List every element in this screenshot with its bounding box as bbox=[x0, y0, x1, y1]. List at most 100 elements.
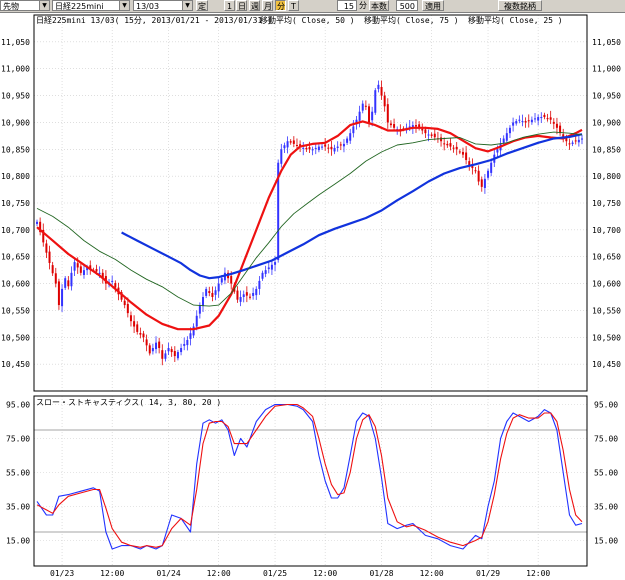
candle-body bbox=[242, 294, 245, 297]
stoch-tick-label-left: 95.00 bbox=[6, 401, 30, 410]
candle-body bbox=[543, 114, 546, 118]
candle-body bbox=[380, 86, 383, 96]
y-tick-label-left: 10,800 bbox=[1, 172, 30, 181]
candle-body bbox=[299, 144, 302, 147]
ma25-legend: 移動平均( Close, 25 ) bbox=[468, 15, 563, 25]
interval-input[interactable]: 15 bbox=[337, 0, 357, 11]
x-tick-label: 01/23 bbox=[50, 569, 74, 578]
y-tick-label-left: 11,000 bbox=[1, 65, 30, 74]
candle-body bbox=[552, 121, 555, 124]
stoch-plot-frame bbox=[33, 395, 588, 567]
candle-body bbox=[86, 267, 89, 271]
candle-body bbox=[418, 124, 421, 128]
main-chart-title: 日経225mini 13/03( 15分, 2013/01/21 - 2013/… bbox=[36, 15, 272, 25]
candle-body bbox=[98, 272, 101, 274]
count-label-button[interactable]: 本数 bbox=[369, 0, 389, 11]
toolbar: 先物 ▼ 日経225mini ▼ 13/03 ▼ 定 1 日 週 月 分 T 15 分… bbox=[0, 0, 625, 13]
candle-body bbox=[515, 121, 518, 124]
period-button-tick[interactable]: T bbox=[288, 0, 299, 11]
fixed-button[interactable]: 定 bbox=[196, 0, 208, 11]
y-tick-label-right: 10,650 bbox=[592, 253, 621, 262]
main-gridlines bbox=[34, 15, 587, 391]
candle-body bbox=[295, 144, 298, 146]
candle-body bbox=[45, 243, 48, 253]
candle-body bbox=[324, 144, 327, 147]
candle-body bbox=[280, 149, 283, 164]
x-tick-label: 01/28 bbox=[370, 569, 394, 578]
candle-body bbox=[217, 283, 220, 292]
y-tick-label-right: 10,700 bbox=[592, 226, 621, 235]
y-tick-label-left: 11,050 bbox=[1, 38, 30, 47]
y-tick-label-right: 10,950 bbox=[592, 92, 621, 101]
period-button-week[interactable]: 週 bbox=[249, 0, 260, 11]
y-tick-label-right: 10,500 bbox=[592, 333, 621, 342]
stoch-line-pct-D bbox=[36, 403, 583, 548]
period-button-day[interactable]: 日 bbox=[236, 0, 247, 11]
y-tick-label-left: 10,700 bbox=[1, 226, 30, 235]
stoch-tick-label-left: 75.00 bbox=[6, 435, 30, 444]
ma50-legend: 移動平均( Close, 50 ) bbox=[260, 15, 355, 25]
y-tick-label-right: 10,450 bbox=[592, 360, 621, 369]
candle-body bbox=[540, 117, 543, 119]
candle-body bbox=[330, 146, 333, 150]
candle-body bbox=[61, 288, 64, 307]
candle-body bbox=[123, 300, 126, 306]
y-tick-label-right: 11,050 bbox=[592, 38, 621, 47]
candle-body bbox=[220, 278, 223, 283]
candle-body bbox=[54, 273, 57, 284]
chevron-down-icon: ▼ bbox=[119, 1, 129, 10]
y-tick-label-right: 10,800 bbox=[592, 172, 621, 181]
y-tick-label-right: 11,000 bbox=[592, 65, 621, 74]
candle-body bbox=[333, 147, 336, 152]
symbol-select[interactable]: 日経225mini ▼ bbox=[52, 0, 130, 11]
candle-body bbox=[258, 280, 261, 289]
candle-body bbox=[173, 350, 176, 357]
candle-body bbox=[270, 264, 273, 270]
period-button-month[interactable]: 月 bbox=[262, 0, 273, 11]
candle-body bbox=[142, 333, 145, 338]
candle-body bbox=[518, 119, 521, 121]
count-input[interactable]: 500 bbox=[396, 0, 418, 11]
market-select[interactable]: 先物 ▼ bbox=[0, 0, 50, 11]
period-button-minute[interactable]: 分 bbox=[275, 0, 286, 11]
candle-body bbox=[524, 121, 527, 123]
contract-select[interactable]: 13/03 ▼ bbox=[133, 0, 193, 11]
candle-body bbox=[308, 147, 311, 150]
y-tick-label-left: 10,450 bbox=[1, 360, 30, 369]
candle-body bbox=[305, 147, 308, 150]
candle-body bbox=[512, 122, 515, 126]
candle-body bbox=[239, 297, 242, 302]
candle-body bbox=[530, 119, 533, 123]
candle-body bbox=[170, 349, 173, 353]
candle-body bbox=[264, 270, 267, 274]
candle-body bbox=[67, 280, 70, 287]
stoch-tick-label-right: 75.00 bbox=[594, 435, 618, 444]
period-button-1[interactable]: 1 bbox=[224, 0, 235, 11]
candle-body bbox=[537, 117, 540, 121]
candle-body bbox=[458, 151, 461, 153]
candle-body bbox=[214, 290, 217, 295]
candle-body bbox=[164, 353, 167, 359]
candle-body bbox=[421, 128, 424, 131]
candle-body bbox=[383, 95, 386, 107]
y-tick-label-right: 10,600 bbox=[592, 280, 621, 289]
y-tick-label-left: 10,500 bbox=[1, 333, 30, 342]
candle-body bbox=[471, 164, 474, 169]
y-tick-label-right: 10,750 bbox=[592, 199, 621, 208]
ma-line-1 bbox=[121, 133, 583, 280]
x-tick-label: 12:00 bbox=[420, 569, 444, 578]
candle-body bbox=[302, 147, 305, 149]
candle-body bbox=[342, 143, 345, 147]
multi-symbol-button[interactable]: 複数銘柄 bbox=[498, 0, 542, 11]
candle-body bbox=[374, 90, 377, 113]
candle-body bbox=[151, 348, 154, 352]
apply-button[interactable]: 適用 bbox=[422, 0, 444, 11]
candle-body bbox=[205, 288, 208, 296]
candle-body bbox=[355, 119, 358, 125]
candle-body bbox=[321, 146, 324, 148]
candle-body bbox=[414, 125, 417, 127]
candle-body bbox=[371, 111, 374, 121]
candle-body bbox=[139, 332, 142, 335]
candle-body bbox=[559, 125, 562, 134]
y-tick-label-right: 10,850 bbox=[592, 145, 621, 154]
